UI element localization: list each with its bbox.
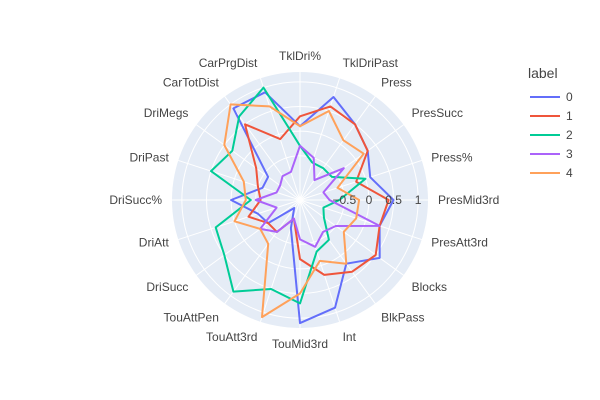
axis-label: TklDriPast — [343, 56, 399, 70]
legend-label: 2 — [566, 128, 573, 142]
axis-label: PresAtt3rd — [431, 236, 488, 250]
grid-spoke-6 — [299, 199, 422, 241]
axis-label: Press% — [431, 150, 473, 164]
grid-spoke-7 — [299, 199, 404, 276]
radial-tick-labels: −0.5 0 0.5 1 — [332, 193, 421, 207]
series-line-2 — [210, 86, 367, 305]
legend-item-0[interactable]: 0 — [530, 90, 573, 104]
series-line-1 — [244, 105, 390, 276]
radial-tick-label: 0.5 — [385, 193, 402, 207]
legend-label: 0 — [566, 90, 573, 104]
legend-item-4[interactable]: 4 — [530, 166, 573, 180]
grid-spoke-18 — [224, 96, 301, 201]
grid-spoke-13 — [196, 199, 301, 276]
grid-spoke-2 — [299, 96, 376, 201]
axis-label: DriSucc% — [109, 193, 162, 207]
radial-tick-label: 0 — [366, 193, 373, 207]
axis-label: DriPast — [129, 150, 169, 164]
axis-label: PresSucc — [412, 106, 463, 120]
legend-label: 1 — [566, 109, 573, 123]
legend[interactable]: label 0 1 2 3 4 — [528, 65, 573, 180]
axis-label: CarPrgDist — [199, 56, 258, 70]
series-layer — [210, 86, 395, 325]
grid-spoke-14 — [178, 199, 301, 241]
legend-title: label — [528, 65, 558, 81]
axis-label: PresMid3rd — [438, 193, 499, 207]
series-line-4 — [223, 103, 365, 319]
polar-grid — [172, 72, 428, 328]
axis-label: Blocks — [412, 280, 447, 294]
series-line-0 — [230, 91, 395, 325]
legend-label: 4 — [566, 166, 573, 180]
axis-label: DriMegs — [144, 106, 189, 120]
axis-label: TouAttPen — [164, 311, 219, 325]
axis-label: TouMid3rd — [272, 337, 328, 351]
radial-tick-label: 1 — [415, 193, 422, 207]
grid-spoke-4 — [299, 159, 422, 201]
series-line-3 — [254, 144, 381, 248]
axis-label: Int — [343, 330, 357, 344]
axis-label: BlkPass — [381, 311, 424, 325]
grid-spoke-3 — [299, 124, 404, 201]
axis-label: DriSucc — [146, 280, 188, 294]
legend-item-2[interactable]: 2 — [530, 128, 573, 142]
grid-spoke-8 — [299, 199, 376, 304]
axis-label: DriAtt — [139, 236, 170, 250]
grid-spoke-17 — [196, 124, 301, 201]
legend-label: 3 — [566, 147, 573, 161]
axis-label: Press — [381, 75, 412, 89]
grid-spoke-16 — [178, 159, 301, 201]
radial-tick-label: −0.5 — [332, 193, 356, 207]
legend-item-3[interactable]: 3 — [530, 147, 573, 161]
axis-label: CarTotDist — [163, 75, 220, 89]
axis-label: TklDri% — [279, 49, 321, 63]
legend-item-1[interactable]: 1 — [530, 109, 573, 123]
grid-spoke-12 — [224, 199, 301, 304]
axis-label: TouAtt3rd — [206, 330, 257, 344]
angular-axis-labels: TklDri% TklDriPast Press PresSucc Press% Pres… — [109, 49, 499, 351]
